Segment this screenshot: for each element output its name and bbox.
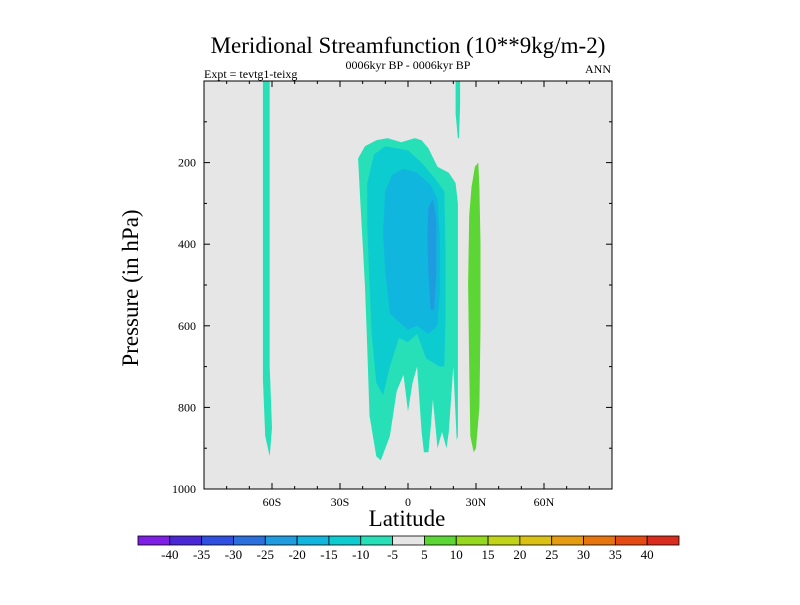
colorbar-swatch: [296, 535, 330, 546]
colorbar-swatch: [646, 535, 680, 546]
colorbar-label: -5: [387, 547, 398, 562]
colorbar-label: -20: [288, 547, 305, 562]
colorbar-swatch: [487, 535, 521, 546]
y-tick-label: 1000: [172, 482, 196, 496]
colorbar-swatch: [360, 535, 393, 546]
x-tick-label: 30S: [331, 495, 350, 509]
colorbar-swatch: [169, 535, 203, 546]
contour-region-nh-thin-plume: [455, 81, 461, 139]
y-tick-label: 400: [178, 237, 196, 251]
experiment-label: Expt = tevtg1-teixg: [204, 67, 297, 81]
x-tick-label: 0: [405, 495, 411, 509]
colorbar-swatch: [424, 535, 457, 546]
colorbar-swatch: [583, 535, 616, 546]
y-tick-label: 600: [178, 319, 196, 333]
colorbar-label: 15: [482, 547, 495, 562]
colorbar-label: -40: [161, 547, 178, 562]
contour-region-sh-polar-cell: [262, 81, 272, 457]
colorbar-label: 10: [450, 547, 463, 562]
chart-title: Meridional Streamfunction (10**9kg/m-2): [211, 33, 606, 58]
colorbar-label: 20: [513, 547, 526, 562]
x-axis-label: Latitude: [369, 506, 446, 531]
colorbar-swatch: [137, 535, 171, 546]
colorbar-label: -10: [352, 547, 369, 562]
contour-region-hadley-north-cell: [468, 162, 481, 453]
colorbar-swatch: [264, 535, 298, 546]
colorbar-swatch: [614, 535, 648, 546]
colorbar-swatch: [455, 535, 489, 546]
colorbar-label: -35: [193, 547, 210, 562]
colorbar-swatch: [551, 535, 584, 546]
chart-subtitle: 0006kyr BP - 0006kyr BP: [346, 58, 471, 72]
y-axis-label: Pressure (in hPa): [118, 209, 143, 366]
colorbar-swatch: [328, 535, 362, 546]
colorbar-label: -30: [225, 547, 242, 562]
y-tick-label: 800: [178, 400, 196, 414]
x-tick-label: 30N: [466, 495, 487, 509]
colorbar-label: 35: [609, 547, 622, 562]
contour-region-hadley-south-inner: [427, 199, 437, 310]
colorbar: -40 -35 -30 -25 -20 -15 -10 -5 5 10 15 20 25 30 35 40: [137, 535, 680, 562]
colorbar-swatch: [519, 535, 553, 546]
plot-area: [203, 80, 613, 490]
colorbar-label: 40: [641, 547, 654, 562]
colorbar-label: 25: [545, 547, 558, 562]
x-tick-label: 60S: [263, 495, 282, 509]
season-label: ANN: [585, 62, 611, 76]
colorbar-label: -15: [320, 547, 337, 562]
colorbar-swatch: [233, 535, 266, 546]
y-axis: 200 400 600 800 1000: [172, 121, 612, 496]
colorbar-label: 30: [577, 547, 590, 562]
contour-region-hadley-south-core: [383, 168, 440, 334]
colorbar-swatch: [201, 535, 234, 546]
colorbar-label: 5: [421, 547, 428, 562]
colorbar-label: -25: [257, 547, 274, 562]
x-axis: 60S 30S 0 30N 60N: [226, 81, 590, 509]
y-tick-label: 200: [178, 156, 196, 170]
x-tick-label: 60N: [534, 495, 555, 509]
colorbar-swatch: [392, 535, 425, 546]
